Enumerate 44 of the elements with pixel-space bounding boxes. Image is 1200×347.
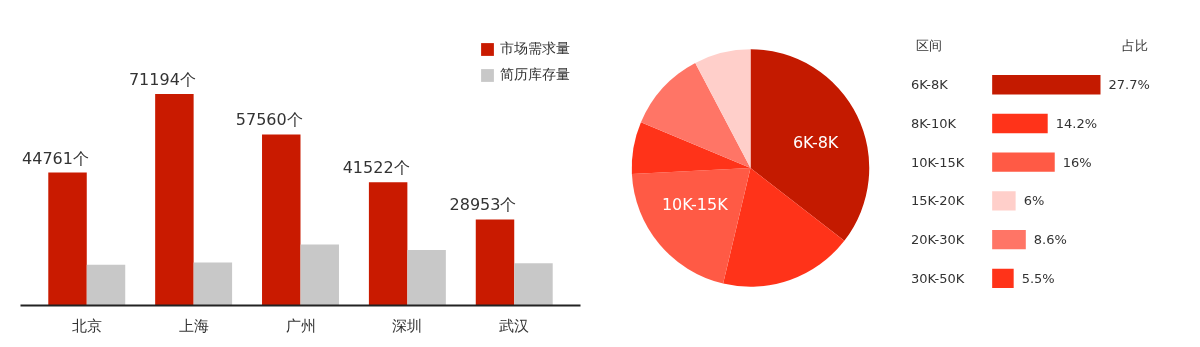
data-label: 27.7% xyxy=(1108,77,1150,93)
bar xyxy=(368,182,408,306)
x-tick-label: 北京 xyxy=(71,316,102,335)
bar xyxy=(992,191,1016,211)
data-label: 57560个 xyxy=(235,110,303,130)
bar xyxy=(86,264,126,306)
bar xyxy=(992,152,1055,172)
bar xyxy=(992,229,1026,250)
bar xyxy=(48,172,87,306)
bar xyxy=(992,113,1048,134)
x-tick-label: 武汉 xyxy=(499,316,530,335)
y-tick-label: 8K-10K xyxy=(910,115,957,131)
x-tick-label: 深圳 xyxy=(392,316,423,335)
text: 区间 xyxy=(916,38,943,54)
bar xyxy=(992,75,1101,95)
data-label: 41522个 xyxy=(342,158,410,178)
data-label: 14.2% xyxy=(1055,115,1098,131)
legend-label: 市场需求量 xyxy=(500,40,570,58)
slice-label: 6K-8K xyxy=(792,133,839,153)
data-label: 8.6% xyxy=(1033,232,1067,248)
x-tick-label: 上海 xyxy=(178,316,209,335)
bar xyxy=(992,268,1014,289)
bar xyxy=(155,93,194,306)
bar xyxy=(300,244,339,306)
text: 占比 xyxy=(1122,38,1149,54)
y-tick-label: 15K-20K xyxy=(910,193,965,209)
bar xyxy=(475,219,515,306)
data-label: 71194个 xyxy=(128,69,196,89)
slice-label: 10K-15K xyxy=(661,195,729,215)
y-tick-label: 30K-50K xyxy=(910,270,965,286)
data-label: 44761个 xyxy=(22,148,89,168)
bar xyxy=(407,249,446,306)
data-label: 16% xyxy=(1062,154,1092,170)
x-tick-label: 广州 xyxy=(285,316,316,335)
bar xyxy=(193,262,233,306)
legend-label: 简历库存量 xyxy=(500,66,570,84)
bar xyxy=(262,134,301,306)
bar xyxy=(514,263,553,306)
data-label: 6% xyxy=(1023,193,1045,209)
data-label: 28953个 xyxy=(449,195,517,215)
y-tick-label: 20K-30K xyxy=(910,232,965,248)
data-label: 5.5% xyxy=(1021,270,1055,286)
y-tick-label: 10K-15K xyxy=(910,154,965,170)
y-tick-label: 6K-8K xyxy=(910,77,949,93)
